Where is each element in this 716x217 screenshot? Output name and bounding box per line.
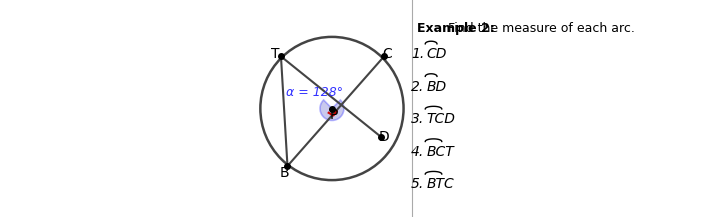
Text: T: T (271, 47, 279, 61)
Text: P: P (330, 108, 339, 122)
Text: C: C (382, 47, 392, 61)
Text: Example 2:: Example 2: (417, 22, 494, 35)
Text: 2.: 2. (411, 80, 424, 94)
Text: 3.: 3. (411, 112, 424, 126)
Text: BD: BD (426, 80, 447, 94)
Text: BTC: BTC (426, 178, 454, 191)
Text: CD: CD (426, 47, 447, 61)
Text: TCD: TCD (426, 112, 455, 126)
Text: 5.: 5. (411, 178, 424, 191)
Wedge shape (320, 100, 344, 120)
Text: 1.: 1. (411, 47, 424, 61)
Text: D: D (378, 130, 389, 144)
Text: α = 128°: α = 128° (286, 86, 343, 99)
Text: 4.: 4. (411, 145, 424, 159)
Text: Find the measure of each arc.: Find the measure of each arc. (440, 22, 635, 35)
Text: B: B (280, 166, 290, 180)
Text: BCT: BCT (426, 145, 454, 159)
